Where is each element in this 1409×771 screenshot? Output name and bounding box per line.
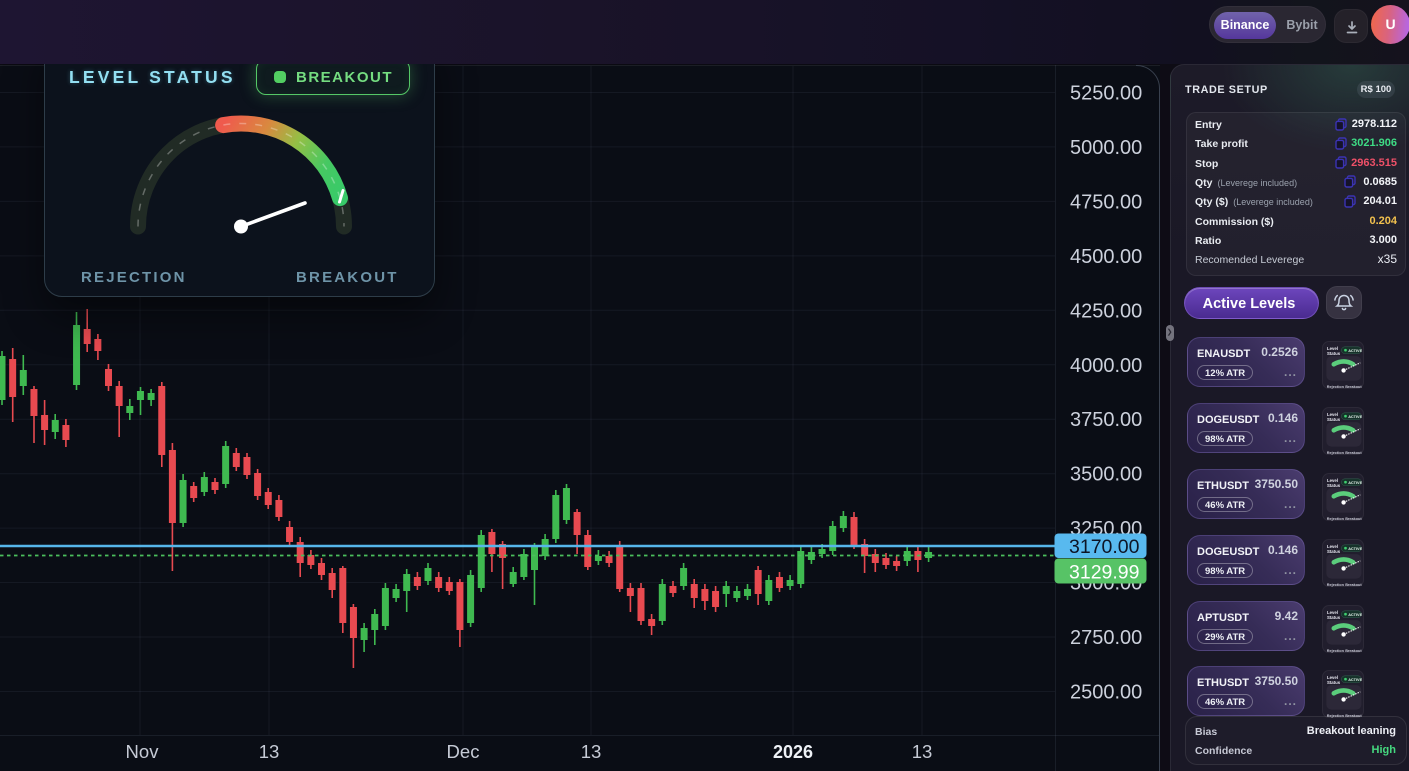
svg-text:Level: Level: [1327, 346, 1338, 351]
svg-text:Rejection: Rejection: [1327, 451, 1345, 455]
svg-text:Level: Level: [1327, 675, 1338, 680]
svg-text:2026: 2026: [773, 742, 813, 762]
svg-text:2500.00: 2500.00: [1070, 682, 1142, 704]
svg-text:3170.00: 3170.00: [1069, 536, 1140, 558]
svg-text:13: 13: [581, 741, 602, 762]
svg-text:5000.00: 5000.00: [1070, 137, 1142, 159]
svg-text:Level: Level: [1327, 610, 1338, 615]
svg-text:ACTIVE: ACTIVE: [1348, 678, 1362, 682]
svg-text:4500.00: 4500.00: [1070, 246, 1142, 268]
svg-text:Level: Level: [1327, 544, 1338, 549]
svg-text:Breakout: Breakout: [1345, 714, 1362, 718]
svg-text:3750.00: 3750.00: [1070, 409, 1142, 431]
svg-text:3129.99: 3129.99: [1069, 562, 1140, 584]
svg-text:Rejection: Rejection: [1327, 385, 1345, 389]
svg-text:Status: Status: [1327, 417, 1341, 422]
svg-text:5250.00: 5250.00: [1070, 83, 1142, 105]
svg-text:Breakout: Breakout: [1345, 583, 1362, 587]
svg-text:Nov: Nov: [126, 741, 160, 762]
svg-text:Status: Status: [1327, 351, 1341, 356]
svg-text:Rejection: Rejection: [1327, 517, 1345, 521]
svg-text:Level: Level: [1327, 412, 1338, 417]
svg-text:Breakout: Breakout: [1345, 451, 1362, 455]
svg-text:4000.00: 4000.00: [1070, 355, 1142, 377]
svg-text:Rejection: Rejection: [1327, 714, 1345, 718]
svg-text:Rejection: Rejection: [1327, 583, 1345, 587]
svg-text:Rejection: Rejection: [1327, 649, 1345, 653]
svg-text:4750.00: 4750.00: [1070, 191, 1142, 213]
svg-text:2750.00: 2750.00: [1070, 627, 1142, 649]
svg-text:Breakout: Breakout: [1345, 649, 1362, 653]
svg-text:ACTIVE: ACTIVE: [1348, 481, 1362, 485]
svg-text:Level: Level: [1327, 478, 1338, 483]
svg-text:4250.00: 4250.00: [1070, 300, 1142, 322]
svg-text:13: 13: [912, 741, 933, 762]
svg-text:ACTIVE: ACTIVE: [1348, 349, 1362, 353]
svg-text:Status: Status: [1327, 615, 1341, 620]
svg-text:Status: Status: [1327, 680, 1341, 685]
svg-text:Breakout: Breakout: [1345, 517, 1362, 521]
svg-text:Status: Status: [1327, 483, 1341, 488]
svg-text:Breakout: Breakout: [1345, 385, 1362, 389]
svg-text:ACTIVE: ACTIVE: [1348, 547, 1362, 551]
svg-text:Dec: Dec: [447, 741, 480, 762]
svg-text:ACTIVE: ACTIVE: [1348, 415, 1362, 419]
svg-text:ACTIVE: ACTIVE: [1348, 613, 1362, 617]
svg-text:3500.00: 3500.00: [1070, 464, 1142, 486]
svg-text:13: 13: [259, 741, 280, 762]
svg-text:Status: Status: [1327, 549, 1341, 554]
